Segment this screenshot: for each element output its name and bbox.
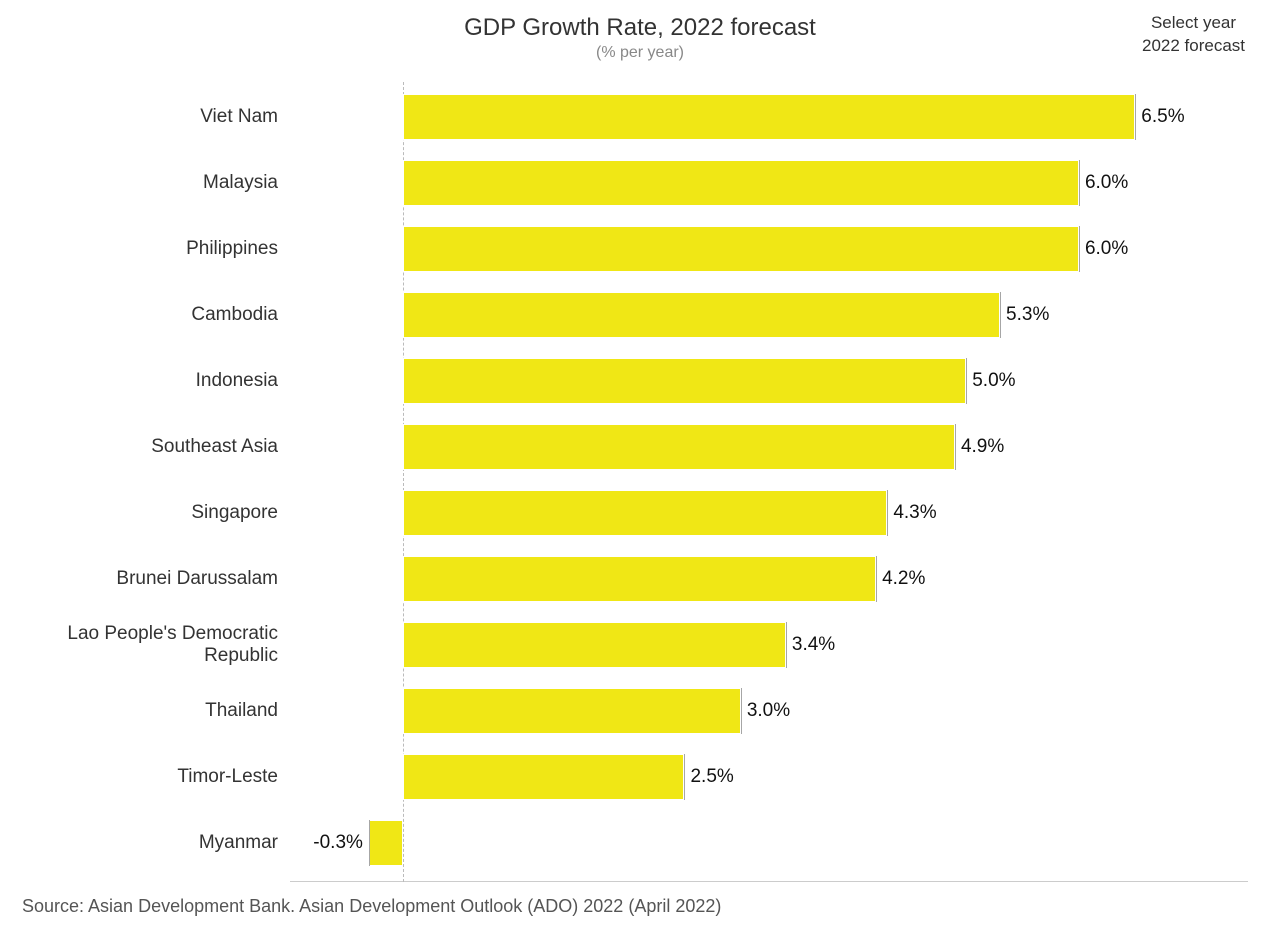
chart-subtitle: (% per year) bbox=[0, 44, 1280, 62]
value-label: 6.0% bbox=[1085, 238, 1128, 260]
bar[interactable] bbox=[369, 820, 403, 866]
value-label: 5.3% bbox=[1006, 304, 1049, 326]
bar[interactable] bbox=[403, 94, 1136, 140]
bar-row: 3.0% bbox=[290, 688, 1248, 734]
category-label: Cambodia bbox=[191, 304, 278, 326]
bar-end-edge bbox=[1000, 292, 1001, 338]
bar-end-edge bbox=[786, 622, 787, 668]
bar[interactable] bbox=[403, 424, 955, 470]
category-label: Indonesia bbox=[196, 370, 278, 392]
bar-row: 5.0% bbox=[290, 358, 1248, 404]
category-label: Timor-Leste bbox=[177, 766, 278, 788]
bar[interactable] bbox=[403, 556, 876, 602]
value-label: 6.0% bbox=[1085, 172, 1128, 194]
bar-row: 6.5% bbox=[290, 94, 1248, 140]
value-label: 5.0% bbox=[972, 370, 1015, 392]
bar-end-edge bbox=[369, 820, 370, 866]
category-label: Philippines bbox=[186, 238, 278, 260]
source-text: Source: Asian Development Bank. Asian De… bbox=[22, 896, 721, 917]
year-selector[interactable]: Select year 2022 forecast bbox=[1142, 12, 1245, 58]
bar-end-edge bbox=[966, 358, 967, 404]
category-label: Southeast Asia bbox=[151, 436, 278, 458]
bar-row: 5.3% bbox=[290, 292, 1248, 338]
bar-end-edge bbox=[876, 556, 877, 602]
category-label: Myanmar bbox=[199, 832, 278, 854]
category-label: Singapore bbox=[191, 502, 278, 524]
value-label: 2.5% bbox=[690, 766, 733, 788]
bar-row: 3.4% bbox=[290, 622, 1248, 668]
value-label: 3.4% bbox=[792, 634, 835, 656]
value-label: 6.5% bbox=[1141, 106, 1184, 128]
category-label: Malaysia bbox=[203, 172, 278, 194]
value-label: 4.2% bbox=[882, 568, 925, 590]
value-label: 3.0% bbox=[747, 700, 790, 722]
bar-row: -0.3% bbox=[290, 820, 1248, 866]
value-label: 4.9% bbox=[961, 436, 1004, 458]
bar-end-edge bbox=[887, 490, 888, 536]
bar[interactable] bbox=[403, 688, 741, 734]
bar-row: 4.2% bbox=[290, 556, 1248, 602]
bar[interactable] bbox=[403, 226, 1079, 272]
chart-container: GDP Growth Rate, 2022 forecast (% per ye… bbox=[0, 0, 1280, 935]
value-label: -0.3% bbox=[313, 832, 363, 854]
category-label: Viet Nam bbox=[200, 106, 278, 128]
bar-end-edge bbox=[1135, 94, 1136, 140]
bar[interactable] bbox=[403, 292, 1000, 338]
selector-value: 2022 forecast bbox=[1142, 35, 1245, 58]
bar-end-edge bbox=[1079, 160, 1080, 206]
bar-row: 2.5% bbox=[290, 754, 1248, 800]
bar[interactable] bbox=[403, 160, 1079, 206]
title-block: GDP Growth Rate, 2022 forecast (% per ye… bbox=[0, 14, 1280, 62]
bar-row: 4.9% bbox=[290, 424, 1248, 470]
bar[interactable] bbox=[403, 490, 888, 536]
category-label: Brunei Darussalam bbox=[116, 568, 278, 590]
plot-area: 6.5% 6.0% 6.0% 5.3% 5.0% 4.9% 4.3% 4.2% 3.4% 3.0%… bbox=[290, 82, 1248, 882]
selector-label: Select year bbox=[1142, 12, 1245, 35]
bar[interactable] bbox=[403, 622, 786, 668]
bar[interactable] bbox=[403, 754, 685, 800]
bar-row: 6.0% bbox=[290, 160, 1248, 206]
bar[interactable] bbox=[403, 358, 967, 404]
bar-row: 6.0% bbox=[290, 226, 1248, 272]
chart-title: GDP Growth Rate, 2022 forecast bbox=[0, 14, 1280, 42]
category-label: Lao People's Democratic Republic bbox=[67, 623, 278, 667]
bar-end-edge bbox=[741, 688, 742, 734]
x-axis-line bbox=[290, 881, 1248, 882]
value-label: 4.3% bbox=[893, 502, 936, 524]
bar-row: 4.3% bbox=[290, 490, 1248, 536]
bar-end-edge bbox=[684, 754, 685, 800]
bar-end-edge bbox=[1079, 226, 1080, 272]
bar-end-edge bbox=[955, 424, 956, 470]
category-label: Thailand bbox=[205, 700, 278, 722]
